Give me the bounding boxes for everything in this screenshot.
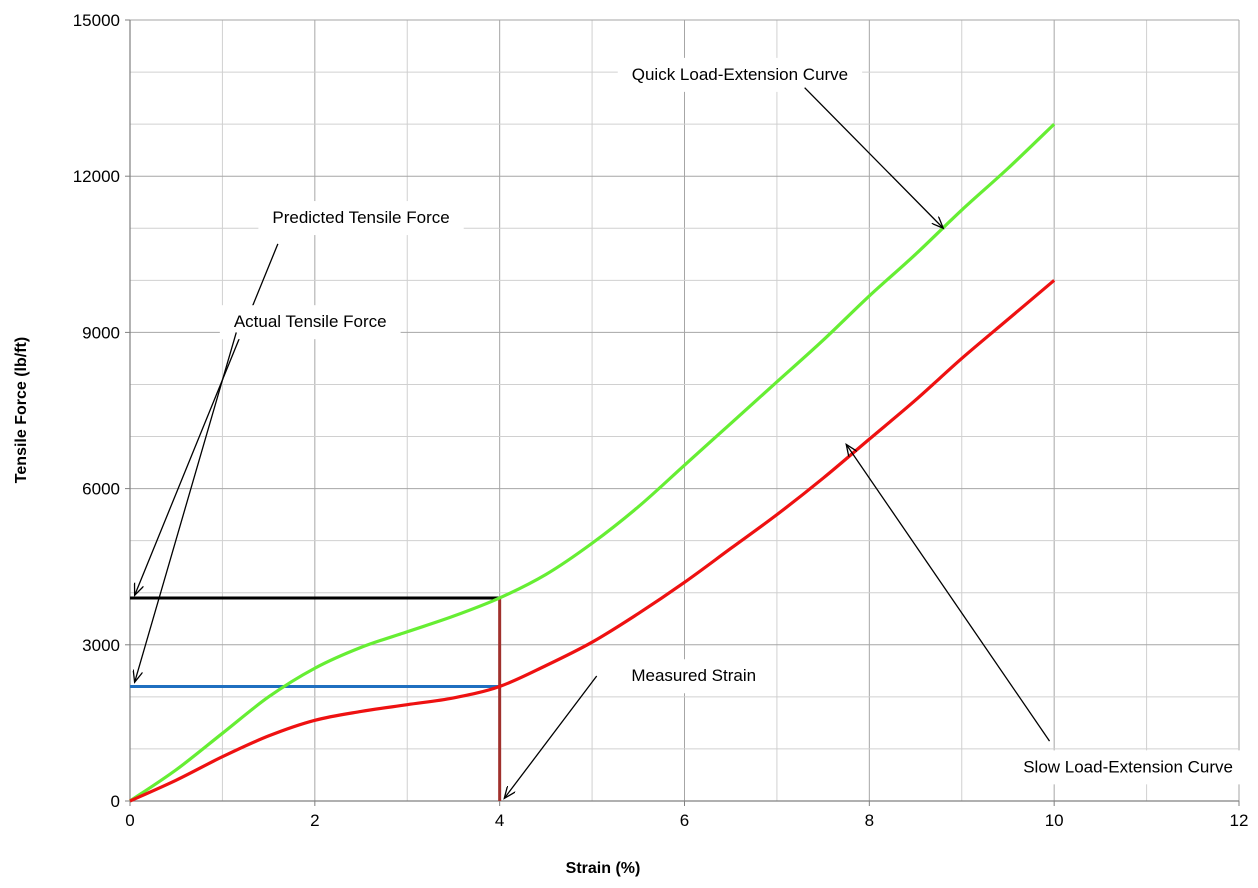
annotation-label: Actual Tensile Force [234, 312, 387, 331]
y-tick-label: 12000 [73, 167, 120, 186]
series-line [129, 122, 1056, 803]
annotation-arrow [504, 675, 598, 798]
annotations: Quick Load-Extension Curve Predicted Tens… [135, 57, 1247, 799]
series-line [129, 279, 1056, 803]
annotation-label: Quick Load-Extension Curve [632, 65, 848, 84]
reference-lines [130, 596, 502, 801]
annotation-arrow [135, 332, 237, 682]
x-tick-label: 0 [125, 811, 134, 830]
y-tick-label: 9000 [82, 323, 120, 342]
x-tick-label: 2 [310, 811, 319, 830]
y-tick-label: 15000 [73, 11, 120, 30]
y-axis-title: Tensile Force (lb/ft) [13, 337, 30, 483]
annotation-label: Predicted Tensile Force [272, 208, 449, 227]
annotation-label-background [219, 305, 401, 340]
y-tick-label: 0 [111, 792, 120, 811]
x-tick-label: 6 [680, 811, 689, 830]
x-tick-label: 8 [865, 811, 874, 830]
annotation-label: Measured Strain [631, 666, 756, 685]
annotation-arrow [804, 87, 944, 229]
x-tick-label: 12 [1230, 811, 1249, 830]
annotation-arrow [135, 243, 279, 595]
y-tick-labels: 0 3000 6000 9000 12000 15000 [73, 11, 130, 811]
x-axis-title: Strain (%) [566, 860, 641, 877]
annotation-label-background [258, 201, 464, 236]
annotation-label-background [617, 659, 771, 694]
x-tick-label: 4 [495, 811, 504, 830]
y-tick-label: 6000 [82, 480, 120, 499]
annotation-label: Slow Load-Extension Curve [1023, 757, 1233, 776]
x-tick-label: 10 [1045, 811, 1064, 830]
series-lines [129, 122, 1056, 803]
annotation-label-background [1009, 750, 1247, 785]
annotation-label-background [617, 57, 863, 92]
y-tick-label: 3000 [82, 636, 120, 655]
annotation-arrow [846, 444, 1051, 742]
x-tick-labels: 0 2 4 6 8 10 12 [125, 801, 1248, 830]
